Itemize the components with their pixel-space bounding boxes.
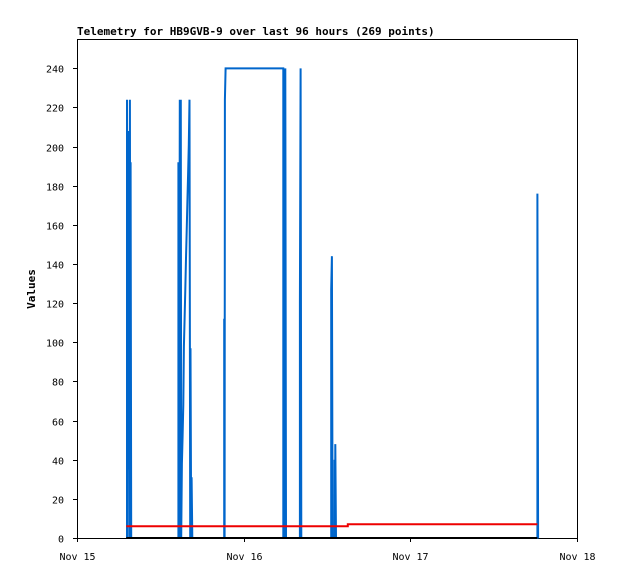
y-tick-label: 20	[52, 496, 64, 507]
y-tick-label: 60	[52, 418, 64, 429]
chart-title: Telemetry for HB9GVB-9 over last 96 hour…	[77, 25, 435, 38]
series-layer	[126, 67, 540, 539]
y-tick-label: 220	[46, 104, 64, 115]
y-tick-label: 80	[52, 378, 64, 389]
y-tick-label: 200	[46, 144, 64, 155]
y-tick-label: 160	[46, 222, 64, 233]
y-tick-label: 40	[52, 457, 64, 468]
y-tick-label: 100	[46, 339, 64, 350]
series-line-2	[126, 523, 538, 528]
plot-area	[77, 39, 578, 539]
y-tick-label: 180	[46, 183, 64, 194]
x-tick-label: Nov 15	[59, 552, 95, 563]
x-tick-label: Nov 16	[226, 552, 262, 563]
y-tick-label: 140	[46, 261, 64, 272]
x-tick-label: Nov 17	[392, 552, 428, 563]
y-tick-label: 0	[58, 535, 64, 546]
y-axis: 0 20 40 60 80 100 120 140 160 180 200 220 240	[46, 65, 77, 546]
x-axis: Nov 15 Nov 16 Nov 17 Nov 18	[59, 538, 596, 563]
y-tick-label: 240	[46, 65, 64, 76]
x-tick-label: Nov 18	[559, 552, 595, 563]
y-tick-label: 120	[46, 300, 64, 311]
y-axis-label: Values	[25, 269, 38, 309]
series-line-1	[126, 67, 540, 539]
